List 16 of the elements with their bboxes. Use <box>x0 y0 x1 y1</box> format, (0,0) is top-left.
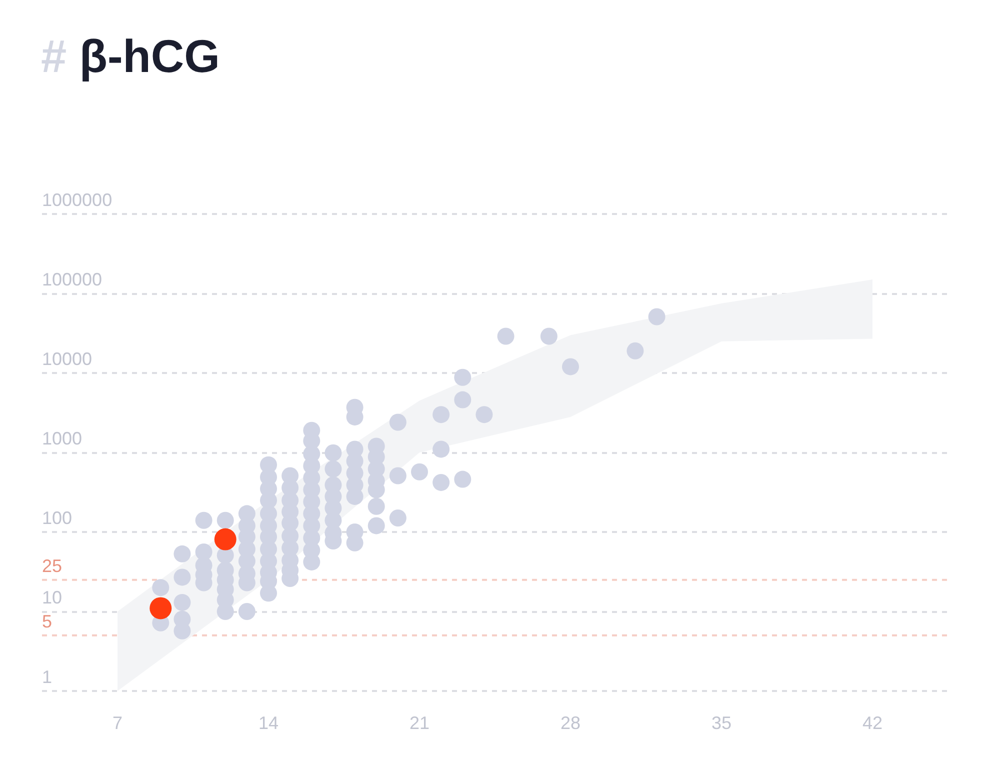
ref-line-label: 25 <box>42 556 62 576</box>
x-tick-label: 28 <box>560 712 581 733</box>
y-tick-label: 100 <box>42 508 72 528</box>
y-tick-label: 1000 <box>42 428 82 448</box>
y-tick-label: 10 <box>42 587 62 608</box>
y-tick-label: 10000 <box>42 348 92 369</box>
ref-line-label: 5 <box>42 611 52 632</box>
chart-title: # β-hCG <box>41 30 220 82</box>
y-tick-label: 1000000 <box>42 190 112 210</box>
x-tick-label: 42 <box>862 712 883 733</box>
x-tick-label: 21 <box>409 712 430 733</box>
x-tick-label: 35 <box>711 712 732 733</box>
x-tick-label: 14 <box>258 712 279 733</box>
y-tick-label: 100000 <box>42 269 102 290</box>
y-tick-label: 1 <box>42 666 52 687</box>
x-tick-label: 7 <box>112 712 123 733</box>
